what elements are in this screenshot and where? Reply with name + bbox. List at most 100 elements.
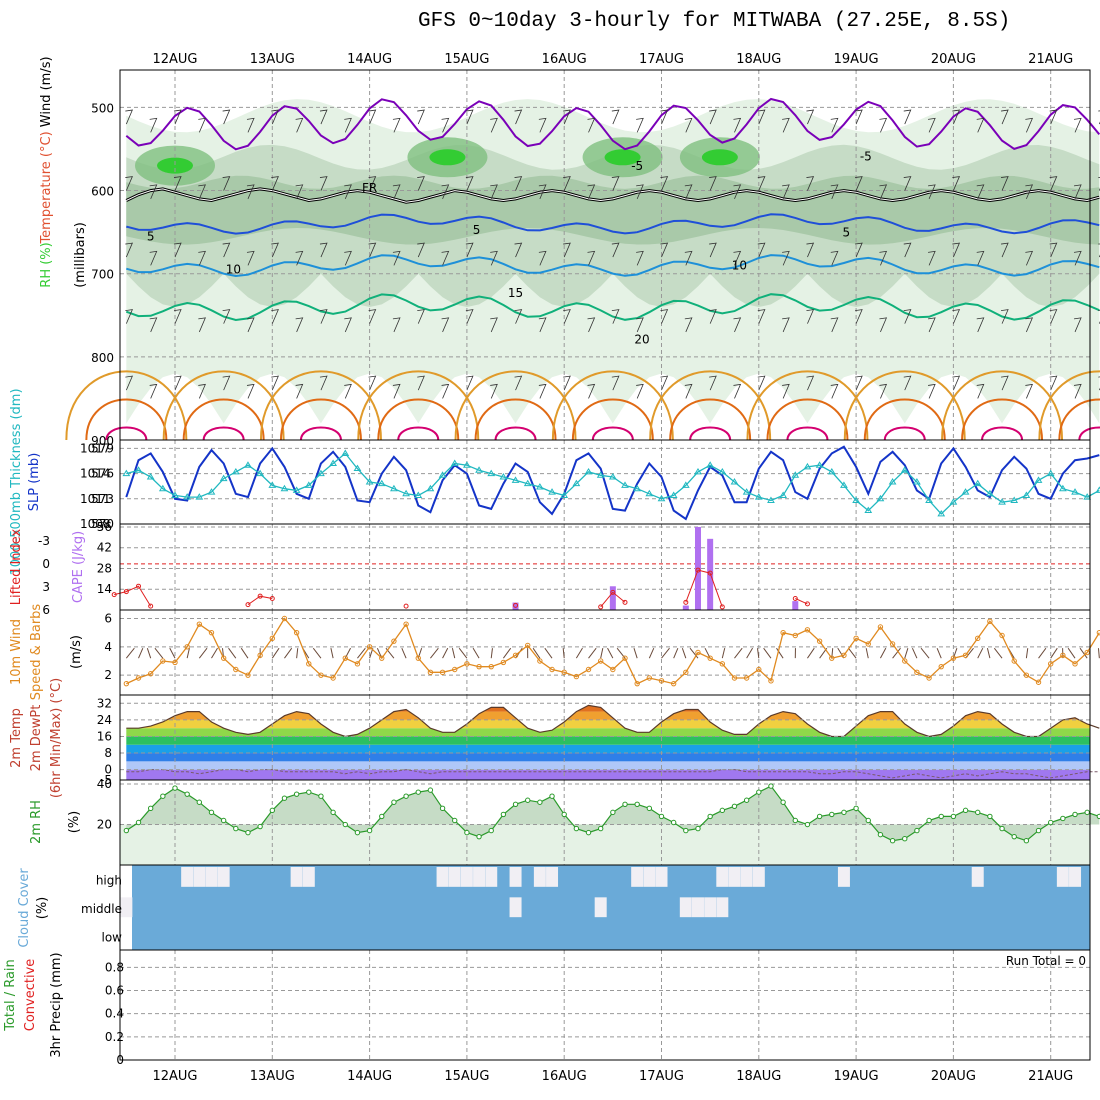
contour-label: -5	[860, 150, 872, 164]
wind-barb-10m	[296, 648, 299, 659]
wind-speed-marker	[841, 652, 847, 659]
wind-barb	[928, 383, 936, 399]
wind-barb	[465, 176, 474, 191]
rh-marker	[476, 833, 482, 840]
wind-barb	[879, 250, 888, 266]
thickness-marker	[584, 467, 593, 475]
wind-speed-marker	[1072, 661, 1078, 667]
wind-barb	[709, 375, 717, 391]
contour-label: 5	[473, 223, 481, 237]
wind-barb-10m	[993, 647, 1003, 659]
wind-barb	[976, 317, 985, 333]
contour-warm	[551, 370, 674, 441]
wind-barb	[782, 317, 790, 333]
cloud-gap-high	[533, 867, 546, 887]
wind-barb-10m	[588, 647, 597, 659]
wind-barb-10m	[451, 648, 456, 659]
wind-speed-marker	[792, 632, 798, 639]
thickness-marker	[511, 476, 520, 483]
wind-barb	[782, 383, 790, 399]
thickness-marker	[134, 466, 143, 473]
wind-barb	[1025, 117, 1034, 133]
wind-barb	[246, 184, 255, 200]
wind-speed-marker	[780, 629, 786, 636]
pressure-tick: 600	[91, 185, 114, 199]
wind-barb	[660, 309, 669, 324]
wind-barb	[879, 184, 888, 200]
cloud-gap-high	[217, 867, 230, 887]
wind-barb	[125, 176, 133, 191]
wind-barb	[125, 109, 133, 125]
wind-barb-10m	[721, 648, 726, 659]
wind-barb	[490, 317, 498, 333]
cloud-gap-high	[631, 867, 644, 887]
rh-marker	[792, 817, 798, 824]
temp-axis-label-1-part: 2m Temp	[9, 708, 24, 768]
precip-conv-label: Convective	[23, 959, 38, 1032]
wind-axis-label-3: (m/s)	[69, 635, 84, 669]
contour-warm	[669, 398, 752, 441]
wind-speed-marker	[415, 655, 421, 661]
cloud-gap-high	[546, 867, 559, 887]
temp-band	[126, 728, 1090, 737]
wind-speed-marker	[597, 658, 604, 664]
li-marker	[683, 599, 689, 605]
millibars-label-part: (millibars)	[73, 222, 88, 288]
wind-barb	[392, 184, 401, 200]
rh-marker	[914, 827, 920, 834]
wind-barb	[757, 109, 766, 125]
cloud-unit-label-part: (%)	[35, 897, 50, 920]
wind-barb	[782, 117, 790, 133]
thickness-marker	[450, 459, 459, 467]
contour-warm	[299, 426, 342, 441]
slp-tick: 1011	[80, 492, 111, 506]
rh-marker	[342, 821, 348, 828]
cloud-gap-high	[460, 867, 473, 887]
contour-warm	[961, 398, 1044, 441]
cloud-gap-middle	[679, 897, 692, 918]
wind-barb	[903, 242, 912, 258]
thickness-marker	[949, 498, 958, 505]
thickness-marker	[256, 469, 265, 477]
contour-minus5	[125, 97, 1100, 151]
wind-speed-marker	[804, 627, 811, 633]
temp-axis-label-2: 2m DewPt	[29, 705, 44, 772]
wind-speed-marker	[889, 641, 896, 647]
wind-barb	[514, 242, 523, 258]
wind-speed-marker	[1060, 652, 1066, 659]
wind-barb	[709, 109, 717, 125]
rh-marker	[768, 783, 774, 789]
wind-barb	[490, 184, 498, 200]
contour-label: 5	[147, 229, 155, 243]
cape-tick: 42	[97, 541, 112, 555]
wind-speed-marker	[987, 618, 993, 625]
pressure-tick: 500	[91, 101, 114, 115]
wind-barb	[1073, 383, 1082, 399]
precip-tick: 0.4	[105, 1007, 124, 1021]
wind-barb	[1000, 242, 1009, 258]
wind-barb	[344, 317, 352, 333]
rh-blob-core	[429, 149, 466, 166]
wind-barb	[806, 309, 815, 324]
wind-barb	[319, 242, 328, 258]
wind-barb	[514, 109, 523, 125]
temp-band	[126, 711, 1090, 720]
wind-barb-10m	[198, 647, 208, 659]
wind-barb	[855, 242, 863, 258]
cape-bar	[682, 605, 689, 610]
wind-barb	[198, 184, 206, 200]
wind-barb-10m	[936, 647, 942, 659]
thickness-marker	[304, 481, 313, 488]
wind-barb	[319, 309, 328, 324]
wind-barb	[855, 375, 863, 391]
wind-barb	[417, 375, 425, 391]
pressure-tick: 700	[91, 268, 114, 282]
wind-barb	[1073, 317, 1082, 333]
wind-barb	[441, 383, 450, 399]
contour-warm	[85, 398, 168, 441]
date-label-top: 16AUG	[542, 52, 587, 67]
pressure-tick: 800	[91, 351, 114, 365]
cloud-fill	[132, 865, 1090, 950]
thickness-marker	[803, 462, 812, 470]
wind-barb-10m	[904, 648, 909, 659]
